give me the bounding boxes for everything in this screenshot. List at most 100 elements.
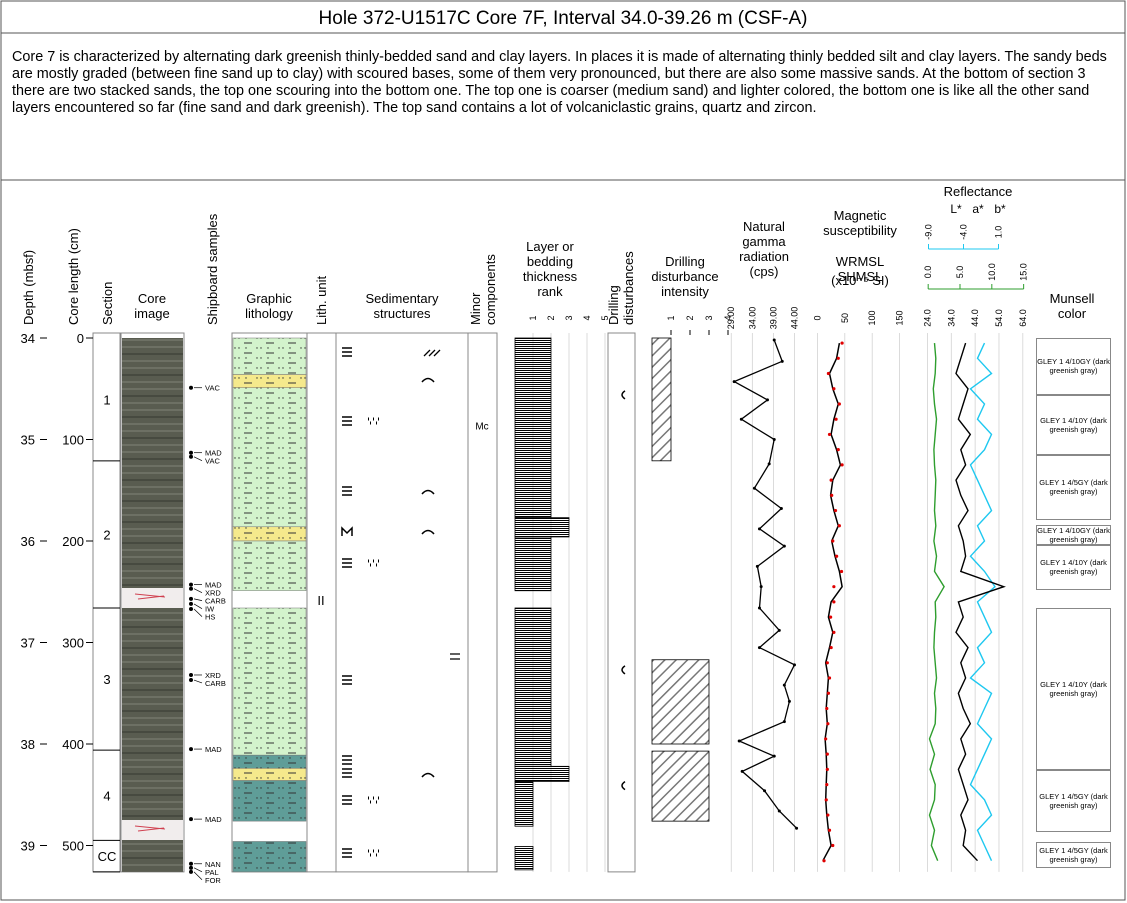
lithology-pattern (233, 755, 306, 769)
axis-tick-label: 2 (685, 315, 695, 320)
gamma-point (752, 486, 756, 490)
magsus-point (825, 706, 829, 711)
column-header: disturbance (651, 269, 718, 284)
column-frame (335, 332, 469, 873)
structure-symbol (341, 526, 353, 536)
sample-leader (193, 456, 203, 462)
thickness-bar (514, 846, 534, 871)
lithology-pattern (233, 387, 306, 527)
magsus-point (829, 645, 833, 650)
structure-symbol (342, 347, 352, 357)
gamma-point (787, 699, 791, 703)
lithology-pattern (233, 607, 306, 756)
column-header: gamma (742, 234, 786, 249)
sample-leader (193, 871, 203, 881)
gamma-point (767, 462, 771, 466)
legend-entry: SHMSL (838, 269, 883, 284)
thickness-bar (514, 765, 570, 782)
column-header: Graphic (246, 291, 292, 306)
sample-label: NAN (205, 860, 221, 869)
munsell-color: GLEY 1 4/10Y (dark greenish gray) (1036, 545, 1111, 590)
structure-symbol (342, 558, 352, 568)
structure-symbol (368, 849, 379, 857)
sample-dot (189, 672, 193, 677)
axis-tick-label: 3 (704, 315, 714, 320)
magsus-point (833, 508, 838, 513)
gamma-point (765, 398, 769, 402)
thickness-bar (514, 517, 570, 538)
sample-label: XRD (205, 589, 221, 598)
magsus-point (832, 585, 836, 589)
thickness-bar (514, 536, 552, 592)
magsus-point (829, 615, 833, 619)
magsus-point (822, 859, 826, 863)
axis-tick-label: 0.0 (923, 266, 933, 279)
munsell-color: GLEY 1 4/10GY (dark greenish gray) (1036, 338, 1111, 395)
magsus-point (826, 722, 830, 726)
column-header: components (483, 254, 498, 325)
axis-tick-label: 24.0 (922, 309, 932, 327)
sample-label: IW (205, 605, 215, 614)
sample-leader (193, 598, 203, 601)
magsus-point (824, 798, 828, 802)
munsell-color: GLEY 1 4/10Y (dark greenish gray) (1036, 607, 1111, 771)
column-header: Reflectance (944, 184, 1013, 199)
length-tick-label: 300 (62, 636, 84, 651)
column-header: Layer or (526, 239, 574, 254)
column-header: Munsell (1050, 291, 1095, 306)
gamma-point (763, 789, 767, 793)
column-header: Section (100, 282, 115, 325)
length-tick-label: 0 (77, 331, 84, 346)
sample-leader (193, 608, 203, 617)
column-header: intensity (661, 284, 709, 299)
column-header: bedding (527, 254, 573, 269)
data-line (969, 342, 996, 861)
sample-leader (193, 867, 203, 873)
magsus-point (840, 341, 844, 345)
sample-dot (189, 601, 193, 606)
core-gap (122, 820, 183, 840)
structure-symbol (421, 772, 435, 778)
axis-tick-label: 5.0 (955, 266, 965, 279)
magsus-point (839, 569, 844, 574)
column-header: Magnetic (834, 208, 887, 223)
munsell-color: GLEY 1 4/5GY (dark greenish gray) (1036, 842, 1111, 868)
magsus-point (834, 417, 838, 421)
gamma-point (780, 359, 784, 363)
gamma-point (792, 663, 796, 667)
axis-tick-label: -9.0 (924, 224, 934, 240)
structure-symbol (421, 377, 435, 383)
sample-label: MAD (205, 745, 222, 754)
sample-leader (193, 588, 203, 593)
depth-tick-label: 39 (21, 839, 35, 854)
gamma-point (757, 606, 761, 610)
column-header: structures (373, 306, 431, 321)
gamma-point (782, 683, 786, 687)
column-header: Depth (mbsf) (21, 250, 36, 325)
sample-label: PAL (205, 868, 219, 877)
depth-tick-label: 38 (21, 737, 35, 752)
column-header: Drilling (606, 285, 621, 325)
axis-tick-label: 100 (867, 310, 877, 325)
magsus-point (837, 524, 841, 528)
section-label: 3 (103, 672, 110, 687)
sample-leader (193, 603, 203, 609)
section-label: 1 (103, 392, 110, 407)
magsus-point (840, 463, 844, 467)
length-tick-label: 200 (62, 534, 84, 549)
sample-dot (189, 861, 193, 866)
core-gap-mark (134, 593, 166, 600)
gamma-point (782, 544, 786, 548)
magsus-point (826, 691, 831, 695)
gamma-point (757, 527, 761, 531)
disturbance-symbol (621, 780, 626, 791)
section-label: 2 (103, 527, 110, 542)
gamma-point (782, 720, 786, 724)
legend-entry: a* (972, 202, 984, 216)
lithology-pattern (233, 526, 306, 541)
gamma-point (772, 438, 776, 441)
sample-label: MAD (205, 581, 222, 590)
